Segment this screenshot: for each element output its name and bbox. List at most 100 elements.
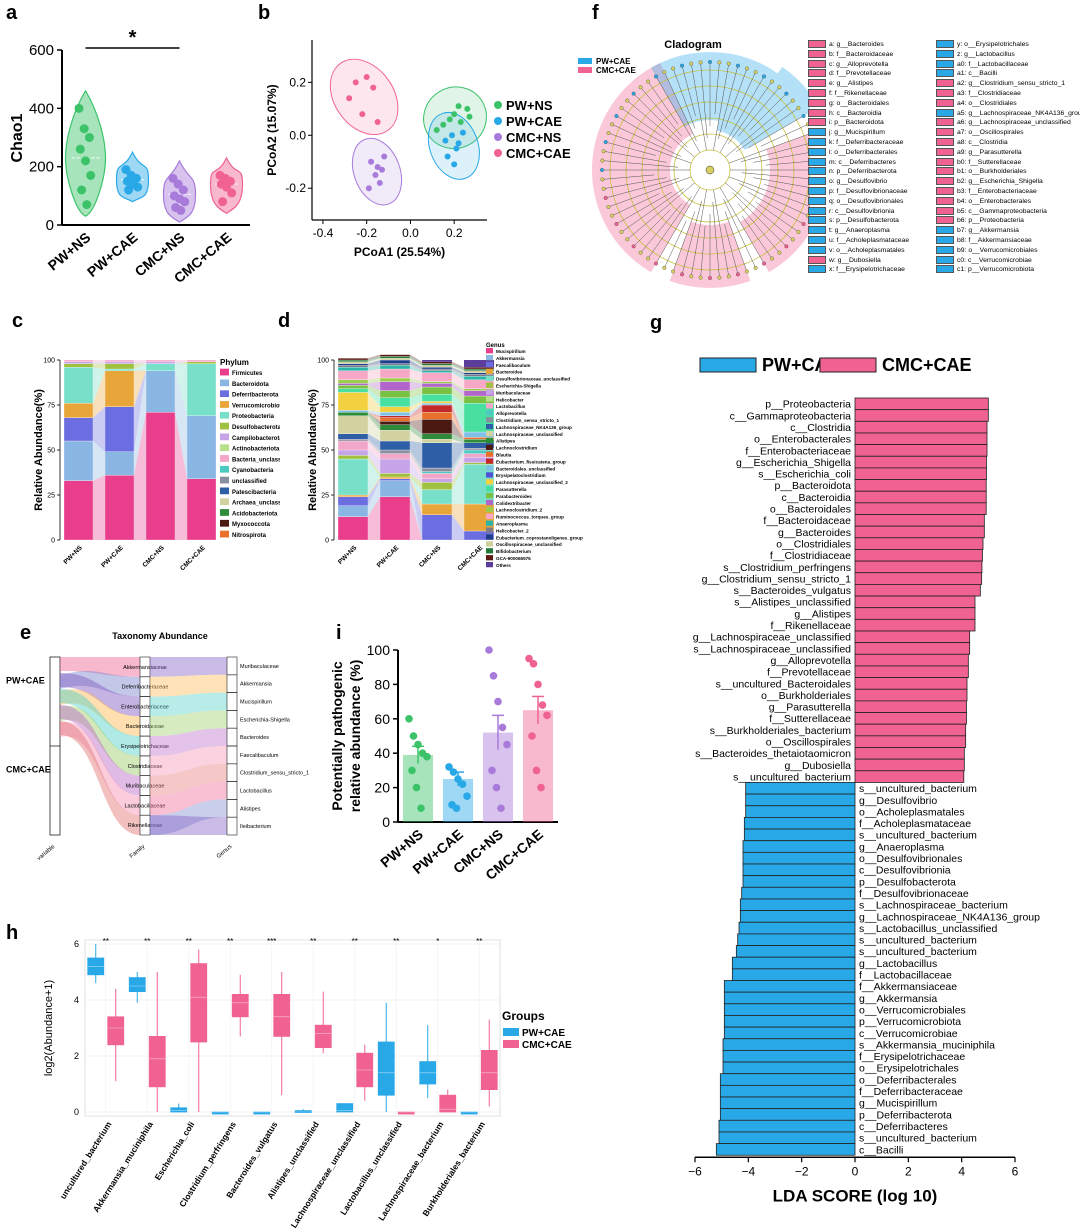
bar-segment-Lachnospiraceae_NK4A136_group [421, 442, 453, 469]
bar-segment-Blautia [379, 417, 411, 422]
bar-connector [410, 358, 422, 368]
bar-segment-Blautia [421, 412, 453, 420]
data-point [452, 804, 461, 813]
lda-label: g__Lachnospiraceae_unclassified [693, 632, 851, 644]
legend-label: CMC+CAE [882, 355, 972, 375]
legend-swatch [808, 89, 826, 97]
bar-segment-Lachnoclostridium [379, 421, 411, 425]
pcoa-point [444, 153, 451, 160]
legend-label: b7: g__Akkermansia [957, 226, 1019, 234]
chart-i-pathogenic: 0 20 40 60 80 100 Potentially pathogenic relati… [329, 642, 558, 883]
legend-label: a4: o__Clostridiales [957, 99, 1017, 107]
cladogram-node [606, 204, 611, 209]
data-point [463, 792, 471, 800]
legend-swatch [936, 147, 954, 156]
cladogram-node [726, 274, 731, 279]
legend-label: Lachnoclostridium [496, 446, 537, 451]
pcoa-point [449, 132, 455, 139]
bar-connector [452, 370, 464, 380]
legend-label: GCA-900066575 [496, 556, 531, 561]
data-point [218, 197, 228, 207]
bar-connector [368, 388, 380, 407]
box [253, 1111, 271, 1115]
lda-bar [731, 956, 856, 970]
data-point [77, 185, 87, 195]
cladogram-branch [640, 87, 682, 137]
lda-label: s__Alistipes_unclassified [734, 597, 851, 609]
lda-label: f__Acholeplasmataceae [859, 818, 971, 830]
data-point [445, 763, 453, 771]
legend-label: n: p__Deferribacterota [829, 168, 897, 176]
ellipse-CMC+NS [351, 137, 403, 206]
data-point [408, 766, 416, 775]
lda-bar [854, 630, 971, 644]
legend-label: a2: g__Clostridium_sensu_stricto_1 [957, 79, 1066, 87]
lda-bar [719, 1073, 856, 1086]
legend-swatch [936, 128, 954, 137]
lda-bar [854, 653, 969, 667]
cladogram-branch [713, 189, 730, 277]
genus-label: Bacteroides [240, 735, 269, 741]
legend-swatch [220, 455, 229, 462]
cladogram-legend-item: b3: f__Enterobacteriaceae [936, 187, 1037, 195]
cladogram-node [796, 229, 801, 234]
legend-swatch [936, 167, 954, 176]
cladogram-node [753, 265, 758, 270]
bar-segment-Bacteria_unclassified [104, 359, 135, 362]
bar-segment-Lachnospiraceae_NK4A136_group [337, 433, 369, 440]
cladogram-branch [633, 93, 688, 148]
panel-label-e: e [20, 622, 32, 644]
lda-bar [854, 525, 985, 539]
cladogram-legend-item: j: g__Mucispirillum [808, 128, 885, 137]
cladogram-node [654, 74, 658, 79]
lda-bar [722, 1061, 856, 1075]
bar-segment-Lachnospiraceae_unclassified_2 [379, 406, 411, 413]
legend-swatch [486, 555, 493, 561]
alluvial-flow [60, 657, 140, 677]
alluvial-flow [150, 746, 227, 776]
lda-bar [718, 1119, 856, 1133]
legend-swatch [486, 493, 493, 499]
panel-label-h: h [6, 922, 19, 944]
cladogram-node [680, 272, 684, 277]
cladogram-legend-item: p: f__Desulfovibrionaceae [808, 187, 908, 195]
bar-segment-Bacteroidales_unclassified [337, 410, 369, 413]
legend-label: PW+CAE [506, 114, 562, 129]
cladogram-node [614, 222, 619, 226]
legend-swatch [486, 548, 493, 554]
lda-label: c__Desulfovibrionia [859, 865, 951, 877]
variable-label: CMC+CAE [6, 765, 51, 775]
cladogram-node [708, 276, 712, 280]
cladogram-node [708, 60, 712, 64]
panel-label-f: f [592, 2, 599, 24]
lda-label: g__Bacteroides [778, 527, 851, 539]
chart-c-phylum: 0 25 50 75 100 Relative Abundance(%) PW+NS PW+C… [33, 358, 280, 573]
bar-segment-Lactobacillus [421, 473, 453, 479]
box [314, 1024, 332, 1048]
genus-stratum [226, 692, 238, 711]
bar-segment-Oscillospiraceae_unclassified [337, 361, 369, 364]
legend-swatch [936, 59, 954, 68]
bar-connector [368, 358, 380, 364]
genus-label: Alistipes [240, 806, 261, 812]
cladogram-branch [741, 172, 810, 179]
legend-label: Parasutterella [496, 487, 527, 492]
bar-connector [410, 401, 422, 413]
legend-label: i: p__Bacteroidota [829, 119, 884, 127]
y-tick-label: 60 [374, 711, 390, 727]
legend-swatch [936, 49, 954, 58]
genus-stratum [226, 710, 238, 729]
legend-label: Escherichia-Shigella [496, 384, 541, 389]
cladogram-branch [608, 132, 692, 164]
legend-swatch [220, 444, 229, 452]
legend-swatch [578, 67, 592, 73]
alluvial-flow [60, 673, 140, 717]
legend-label: b0: f__Sutterellaceae [957, 158, 1022, 166]
y-tick-label: 200 [29, 159, 54, 176]
legend-swatch [486, 465, 493, 471]
cladogram-branch [627, 100, 695, 158]
data-point [417, 804, 425, 813]
y-axis-title: PCoA2 (15.07%) [265, 84, 279, 175]
y-axis-title: Relative Abundance(%) [307, 389, 319, 511]
